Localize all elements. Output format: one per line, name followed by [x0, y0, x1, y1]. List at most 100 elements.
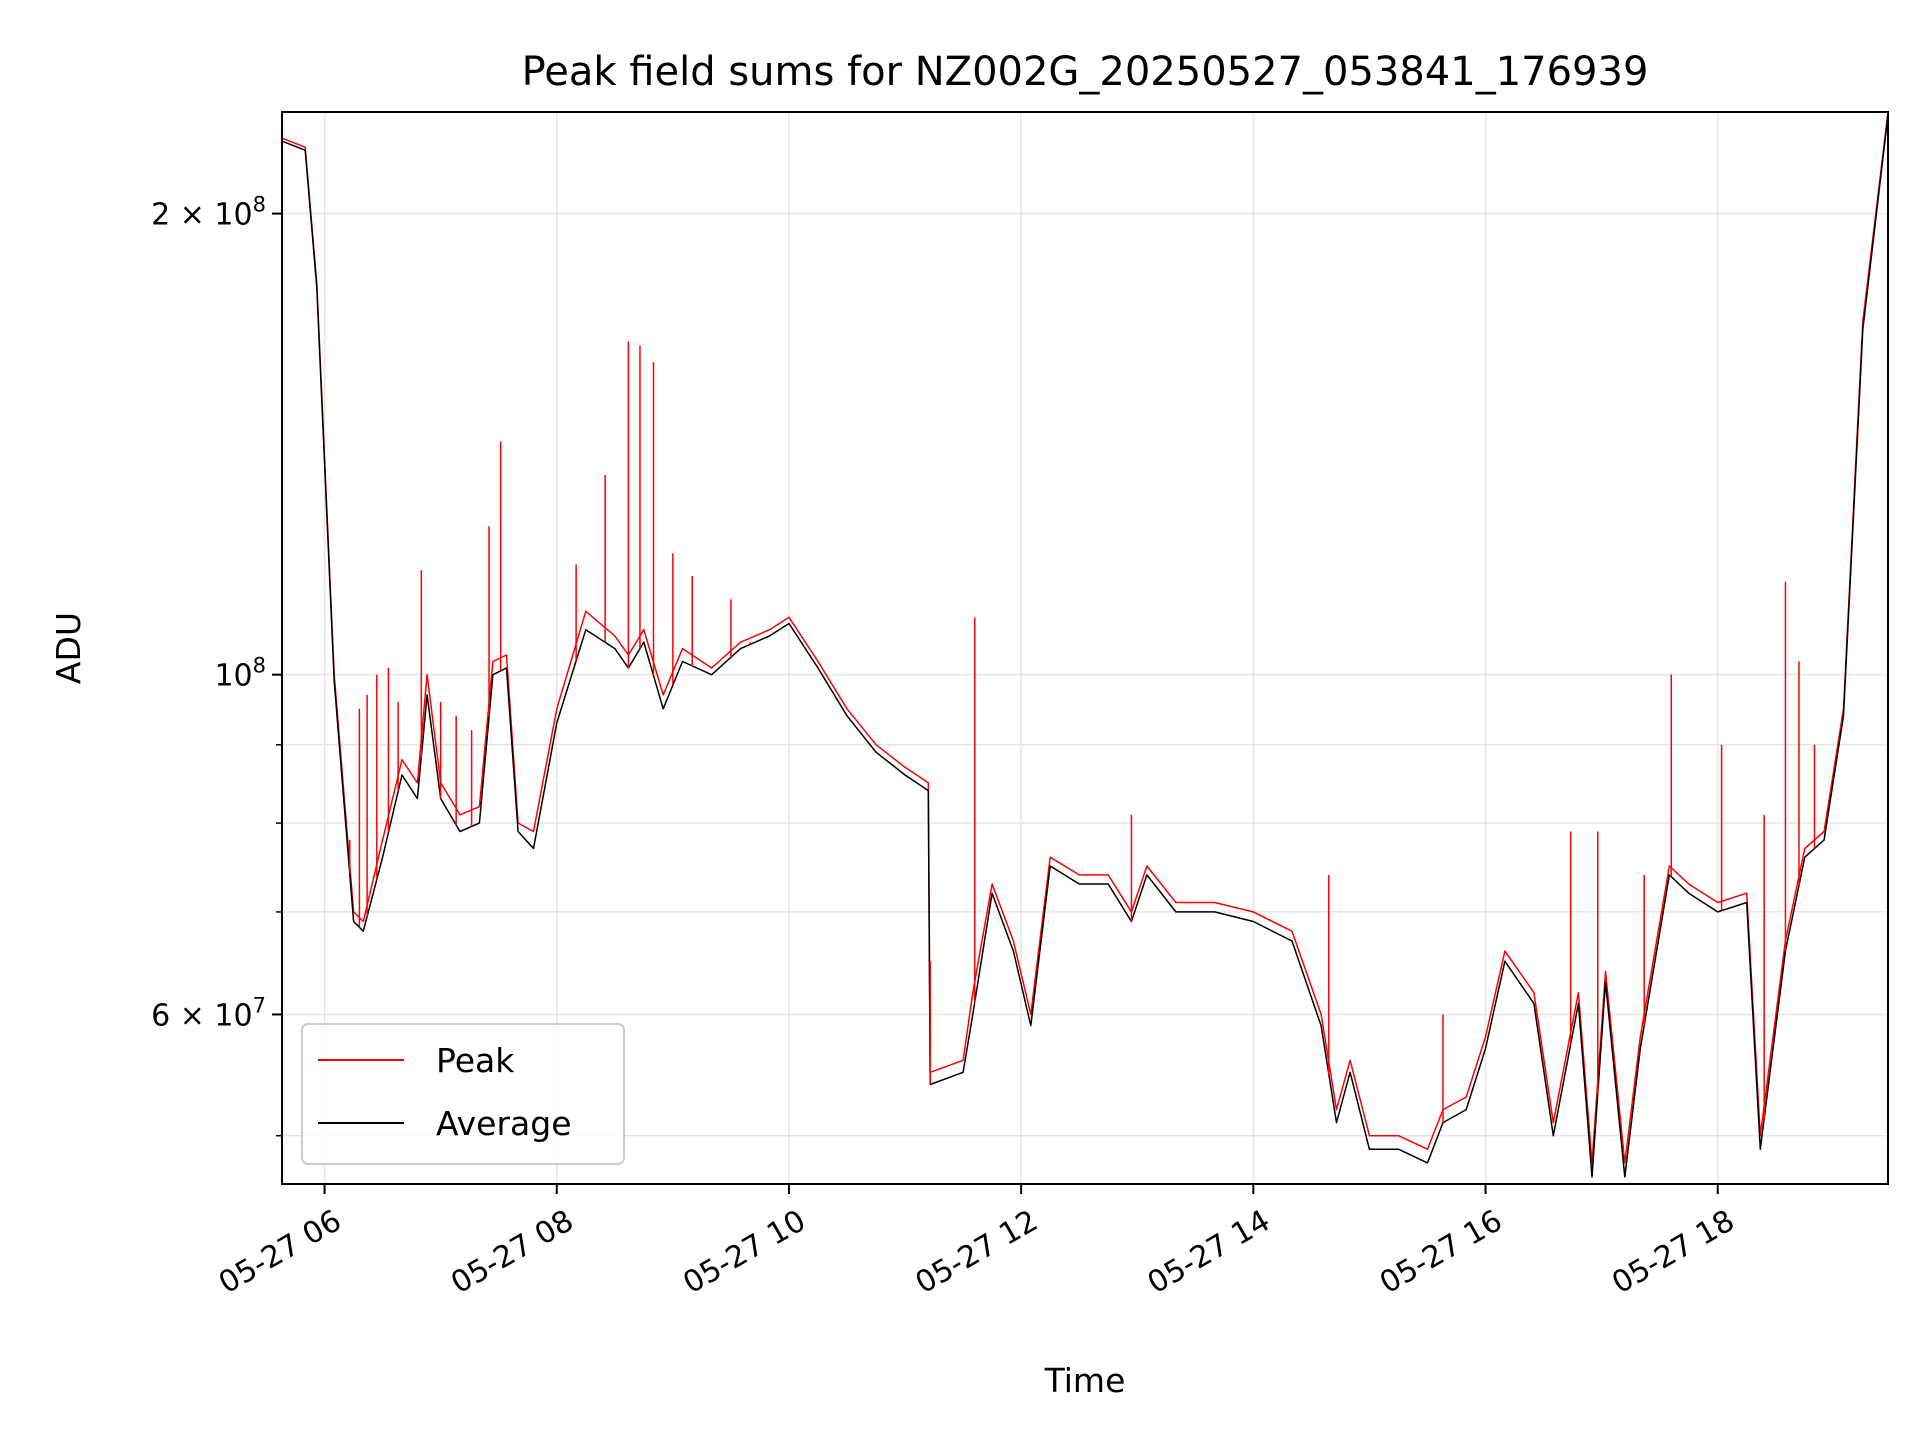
series-point-average-46 — [1252, 920, 1254, 922]
series-point-average-5 — [362, 930, 364, 932]
y-tick-label-2: 6 × 107 — [151, 993, 266, 1033]
series-point-average-11 — [459, 830, 461, 832]
y-axis-ticks: 2 × 108 108 6 × 107 — [151, 193, 282, 1137]
series-point-average-26 — [769, 635, 771, 637]
series-point-average-36 — [991, 892, 993, 894]
series-point-peak-48 — [1320, 1013, 1322, 1015]
series-point-peak-23 — [682, 648, 684, 650]
series-point-peak-66 — [1688, 883, 1690, 885]
series-point-average-13 — [492, 674, 494, 676]
series-point-peak-28 — [817, 660, 819, 662]
series-line-peak — [282, 112, 1888, 1164]
series-point-peak-45 — [1214, 901, 1216, 903]
series-point-peak-17 — [556, 708, 558, 710]
series-point-average-71 — [1804, 856, 1806, 858]
series-point-average-50 — [1349, 1071, 1351, 1073]
series-point-peak-21 — [643, 629, 645, 631]
series-point-average-34 — [962, 1071, 964, 1073]
series-point-peak-49 — [1336, 1109, 1338, 1111]
series-point-peak-7 — [401, 759, 403, 761]
series-point-average-22 — [662, 708, 664, 710]
series-point-average-9 — [426, 694, 428, 696]
series-point-average-74 — [1862, 329, 1864, 331]
series-point-average-18 — [585, 629, 587, 631]
series-point-average-53 — [1426, 1162, 1428, 1164]
series-point-average-51 — [1368, 1148, 1370, 1150]
series-point-average-31 — [904, 774, 906, 776]
series-point-average-2 — [316, 286, 318, 288]
series-point-peak-50 — [1349, 1059, 1351, 1061]
series-point-average-73 — [1842, 715, 1844, 717]
legend-label-average: Average — [436, 1104, 572, 1143]
series-point-peak-71 — [1804, 848, 1806, 850]
series-point-average-35 — [972, 1013, 974, 1015]
legend-label-peak: Peak — [436, 1041, 515, 1080]
series-point-peak-9 — [426, 674, 428, 676]
series-point-peak-38 — [1030, 1013, 1032, 1015]
series-point-average-72 — [1823, 839, 1825, 841]
series-layer — [282, 112, 1888, 1178]
series-point-peak-46 — [1252, 911, 1254, 913]
series-point-peak-13 — [492, 660, 494, 662]
series-point-peak-16 — [533, 830, 535, 832]
series-point-peak-67 — [1717, 901, 1719, 903]
series-point-peak-43 — [1146, 865, 1148, 867]
series-point-peak-60 — [1577, 992, 1579, 994]
series-point-peak-11 — [459, 814, 461, 816]
series-point-peak-30 — [875, 744, 877, 746]
series-point-average-38 — [1030, 1025, 1032, 1027]
series-point-peak-29 — [846, 708, 848, 710]
series-point-average-56 — [1485, 1048, 1487, 1050]
series-point-average-63 — [1624, 1176, 1626, 1178]
legend: Peak Average — [301, 1023, 625, 1165]
series-point-average-39 — [1049, 865, 1051, 867]
series-point-peak-57 — [1504, 950, 1506, 952]
series-point-average-64 — [1639, 1048, 1641, 1050]
series-point-average-52 — [1397, 1148, 1399, 1150]
series-point-average-23 — [682, 660, 684, 662]
series-point-peak-47 — [1291, 930, 1293, 932]
series-point-average-4 — [353, 920, 355, 922]
series-point-average-40 — [1078, 883, 1080, 885]
series-point-average-59 — [1552, 1135, 1554, 1137]
series-point-peak-36 — [991, 883, 993, 885]
series-point-peak-22 — [662, 694, 664, 696]
series-point-peak-41 — [1107, 874, 1109, 876]
series-point-average-41 — [1107, 883, 1109, 885]
series-point-average-24 — [711, 674, 713, 676]
series-point-peak-59 — [1552, 1122, 1554, 1124]
series-point-average-65 — [1668, 874, 1670, 876]
series-point-peak-44 — [1175, 901, 1177, 903]
series-point-average-43 — [1146, 874, 1148, 876]
series-point-average-32 — [927, 790, 929, 792]
series-point-peak-51 — [1368, 1135, 1370, 1137]
series-point-average-62 — [1604, 981, 1606, 983]
series-point-average-57 — [1504, 960, 1506, 962]
series-point-average-69 — [1759, 1148, 1761, 1150]
series-point-peak-34 — [962, 1059, 964, 1061]
series-point-average-67 — [1717, 911, 1719, 913]
series-point-peak-14 — [505, 654, 507, 656]
series-point-peak-26 — [769, 629, 771, 631]
series-point-peak-1 — [304, 146, 306, 148]
series-point-average-16 — [533, 848, 535, 850]
y-axis-label: ADU — [49, 612, 88, 684]
plot-area — [282, 112, 1888, 1178]
series-point-average-7 — [401, 774, 403, 776]
series-point-peak-72 — [1823, 830, 1825, 832]
series-point-peak-63 — [1624, 1162, 1626, 1164]
series-point-peak-56 — [1485, 1036, 1487, 1038]
series-point-peak-52 — [1397, 1135, 1399, 1137]
series-point-average-61 — [1591, 1176, 1593, 1178]
series-point-peak-68 — [1746, 892, 1748, 894]
series-point-average-55 — [1465, 1109, 1467, 1111]
series-point-peak-37 — [1012, 940, 1014, 942]
series-point-average-66 — [1688, 892, 1690, 894]
series-point-average-47 — [1291, 940, 1293, 942]
series-point-average-68 — [1746, 901, 1748, 903]
series-point-peak-8 — [416, 782, 418, 784]
series-point-average-44 — [1175, 911, 1177, 913]
series-point-average-17 — [556, 722, 558, 724]
